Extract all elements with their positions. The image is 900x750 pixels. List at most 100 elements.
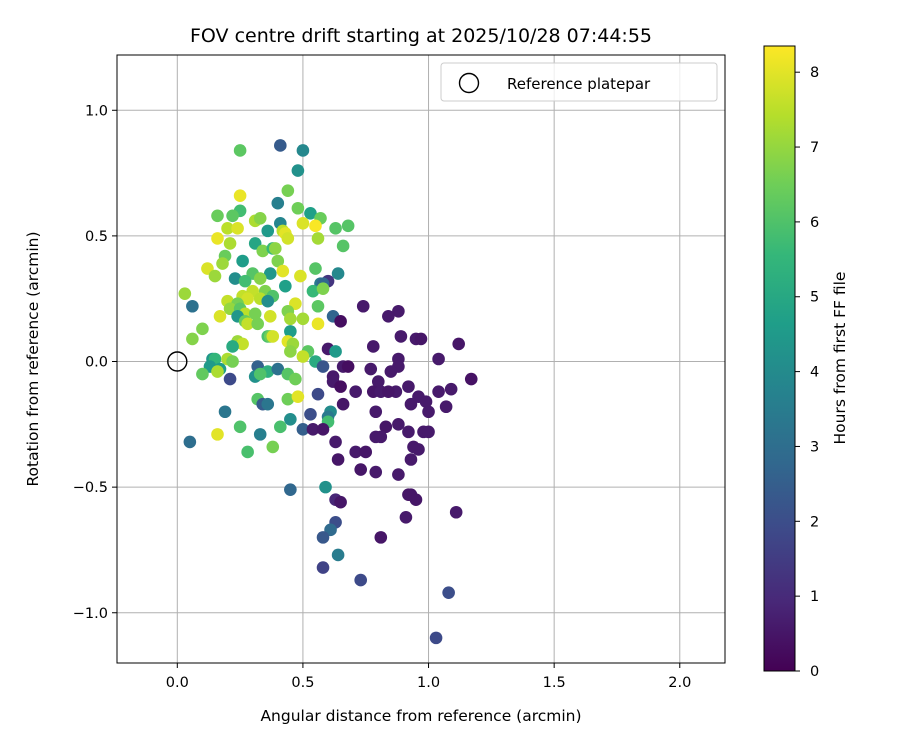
data-point [369, 465, 383, 479]
legend-entry-reference: Reference platepar [507, 75, 651, 93]
data-point [261, 294, 275, 308]
data-point [284, 483, 297, 496]
data-point [341, 360, 355, 373]
data-point [253, 212, 267, 225]
data-point [251, 317, 264, 331]
data-point [311, 232, 325, 245]
data-point [233, 144, 247, 157]
data-point [374, 531, 388, 544]
legend-reference-marker-icon [458, 72, 480, 94]
data-point [412, 443, 425, 456]
data-point [241, 445, 254, 459]
data-point [183, 435, 197, 449]
data-point [261, 397, 275, 411]
x-tick-label: 1.5 [543, 675, 566, 691]
data-point [306, 423, 320, 436]
x-axis-label: Angular distance from reference (arcmin) [260, 707, 581, 725]
data-point [414, 332, 428, 346]
data-point [316, 531, 330, 544]
colorbar-ticks: 0 1 2 3 4 5 6 7 8 [795, 65, 819, 680]
y-tick-label: 0.5 [85, 229, 108, 245]
data-point [432, 352, 445, 366]
data-point [231, 222, 244, 235]
data-point [402, 425, 415, 439]
data-point [296, 312, 310, 326]
data-point [329, 345, 342, 358]
data-point [284, 412, 297, 426]
data-point [349, 385, 362, 398]
data-point [236, 337, 249, 351]
data-point [336, 239, 350, 253]
data-point [419, 395, 433, 409]
data-point [296, 423, 310, 436]
data-point [284, 345, 297, 358]
data-point [311, 317, 325, 331]
data-point [294, 269, 307, 283]
data-point [369, 405, 383, 419]
data-point [316, 282, 330, 295]
data-point [266, 330, 280, 343]
data-point [261, 224, 275, 238]
data-point [284, 312, 297, 326]
data-point [364, 362, 378, 376]
data-point [379, 420, 393, 434]
data-point [281, 392, 295, 406]
x-tick-label: 0.0 [166, 675, 189, 691]
data-point [432, 385, 445, 398]
x-tick-label: 0.5 [291, 675, 314, 691]
x-axis-ticks: 0.0 0.5 1.0 1.5 2.0 [166, 663, 691, 691]
legend-box [440, 62, 718, 102]
data-point [266, 440, 280, 454]
reference-marker-group [167, 351, 188, 372]
data-point [349, 445, 362, 459]
colorbar-tick-label: 1 [810, 589, 819, 605]
data-point [211, 209, 224, 223]
legend: Reference platepar [440, 62, 718, 102]
data-point [316, 423, 330, 436]
data-points [178, 139, 478, 645]
data-point [382, 309, 395, 323]
colorbar-frame [763, 45, 796, 672]
data-point [304, 407, 317, 421]
reference-platepar-marker [167, 351, 188, 372]
data-point [256, 244, 270, 258]
data-point [464, 372, 478, 386]
data-point [291, 390, 305, 403]
data-point [449, 505, 463, 519]
data-point [196, 322, 209, 336]
data-point [186, 332, 199, 346]
data-point [281, 232, 295, 245]
data-point [241, 292, 254, 306]
data-point [311, 387, 325, 401]
data-point [253, 272, 267, 285]
data-point [309, 262, 322, 275]
data-point [289, 372, 302, 386]
data-point [186, 299, 199, 313]
data-point [221, 222, 234, 235]
data-point [248, 307, 262, 321]
data-point [392, 468, 405, 481]
data-point [211, 232, 224, 245]
data-point [374, 430, 388, 444]
data-point [452, 337, 465, 351]
colorbar-tick-label: 7 [810, 140, 819, 156]
data-point [354, 573, 368, 587]
data-point [316, 360, 330, 373]
data-point [238, 274, 252, 288]
data-point [422, 405, 435, 419]
data-point [404, 453, 418, 466]
colorbar-tick-label: 8 [810, 65, 819, 81]
data-point [336, 397, 350, 411]
data-point [442, 586, 455, 599]
colorbar-tick-label: 0 [810, 664, 819, 680]
data-point [429, 631, 443, 645]
data-point [271, 362, 285, 376]
data-point [226, 340, 239, 353]
data-point [253, 367, 267, 381]
data-point [356, 299, 370, 313]
data-point [402, 380, 415, 393]
data-point [311, 299, 325, 313]
data-point [399, 510, 413, 524]
data-point [366, 340, 380, 353]
data-point [354, 463, 368, 476]
